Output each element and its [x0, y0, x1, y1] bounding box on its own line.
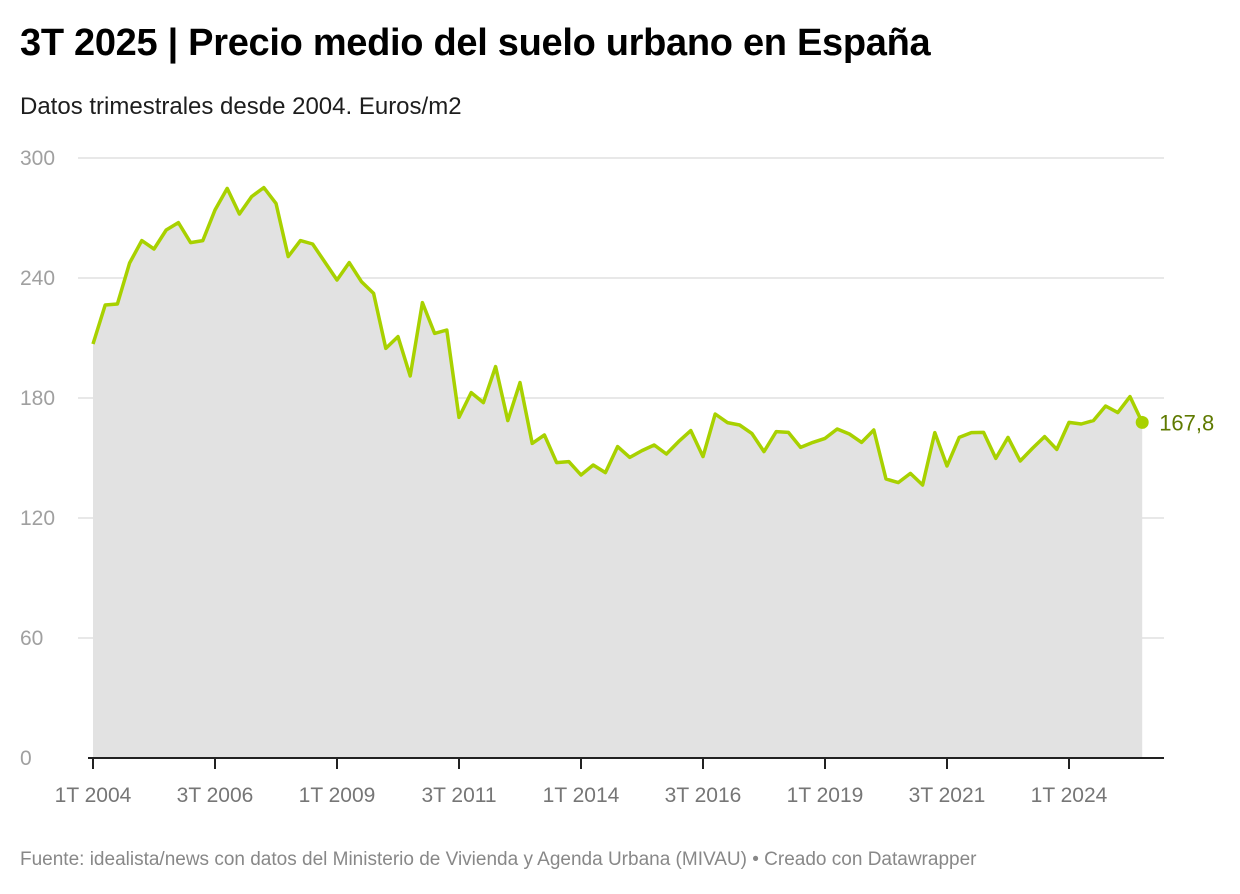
- y-tick-label: 240: [20, 267, 55, 290]
- area-fill: [93, 187, 1143, 759]
- x-axis-ticks: 1T 2004 3T 2006 1T 2009 3T 2011 1T 2014 3T 20…: [55, 758, 1108, 807]
- line-area-chart: 0 60 120 180 240 300 1T 2004 3T 2006 1T 2009 3T …: [20, 147, 1214, 807]
- x-tick-label: 1T 2024: [1031, 784, 1108, 807]
- chart-title: 3T 2025 | Precio medio del suelo urbano …: [20, 22, 931, 64]
- x-tick-label: 1T 2019: [787, 784, 864, 807]
- y-tick-label: 180: [20, 387, 55, 410]
- x-tick-label: 3T 2006: [177, 784, 254, 807]
- end-point-marker: [1135, 415, 1149, 429]
- x-tick-label: 1T 2014: [543, 784, 620, 807]
- y-tick-label: 120: [20, 507, 55, 530]
- chart-subtitle: Datos trimestrales desde 2004. Euros/m2: [20, 93, 462, 120]
- x-tick-label: 3T 2021: [909, 784, 986, 807]
- source-footer: Fuente: idealista/news con datos del Min…: [20, 849, 977, 870]
- x-tick-label: 3T 2011: [421, 784, 496, 807]
- y-tick-label: 60: [20, 627, 43, 650]
- data-line: [91, 185, 1144, 487]
- x-tick-label: 1T 2009: [299, 784, 376, 807]
- x-tick-label: 3T 2016: [665, 784, 742, 807]
- end-value-label: 167,8: [1159, 410, 1214, 435]
- y-tick-label: 0: [20, 747, 32, 770]
- y-tick-label: 300: [20, 147, 55, 170]
- y-axis-labels: 0 60 120 180 240 300: [20, 147, 55, 770]
- x-tick-label: 1T 2004: [55, 784, 132, 807]
